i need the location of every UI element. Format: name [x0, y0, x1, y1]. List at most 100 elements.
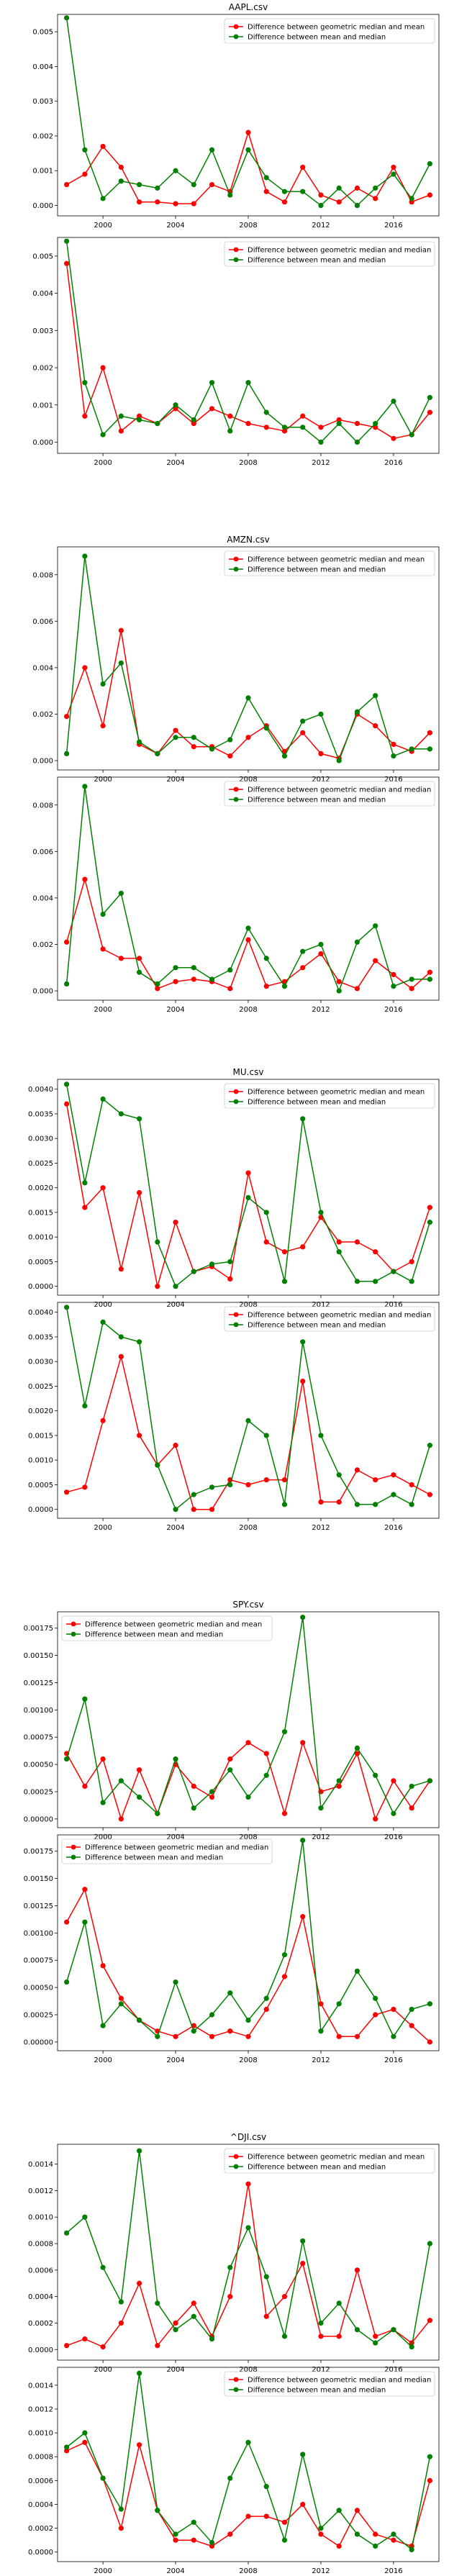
x-tick-label: 2016	[384, 222, 402, 230]
data-point	[427, 2477, 432, 2483]
data-point	[227, 2294, 233, 2300]
data-point	[64, 238, 70, 244]
legend: Difference between geometric median and …	[61, 1615, 273, 1641]
data-point	[354, 1751, 360, 1756]
data-point	[191, 1269, 196, 1274]
y-tick-label: 0.0015	[28, 1209, 53, 1217]
data-point	[64, 714, 70, 720]
data-point	[281, 189, 288, 194]
data-point	[118, 2506, 124, 2512]
y-tick-label: 0.0040	[28, 1086, 53, 1094]
data-point	[354, 202, 360, 209]
data-point	[318, 1499, 324, 1505]
y-tick-label: 0.00100	[24, 1707, 53, 1715]
data-point	[281, 1810, 288, 1816]
legend-box	[224, 241, 435, 267]
chart-title: SPY.csv	[232, 1600, 263, 1610]
legend-marker	[233, 1089, 239, 1094]
data-point	[318, 1433, 324, 1438]
data-point	[354, 2267, 360, 2273]
data-point	[281, 1477, 288, 1483]
data-point	[300, 948, 306, 954]
data-point	[318, 711, 324, 717]
data-point	[373, 2543, 378, 2549]
data-point	[118, 1353, 124, 1359]
data-point	[82, 1484, 88, 1490]
data-point	[300, 2238, 306, 2244]
chart-title: AAPL.csv	[229, 2, 268, 12]
y-tick-label: 0.004	[32, 664, 53, 672]
data-point	[373, 693, 378, 699]
data-point	[227, 2475, 233, 2481]
data-point	[209, 147, 215, 153]
y-tick-label: 0.0010	[28, 2214, 53, 2222]
data-point	[191, 2537, 196, 2543]
x-tick-label: 2004	[166, 459, 184, 467]
data-point	[373, 723, 378, 729]
data-point	[427, 1443, 432, 1448]
data-point	[318, 2334, 324, 2339]
data-point	[82, 171, 88, 177]
data-point	[209, 1789, 215, 1795]
y-tick-label: 0.008	[32, 802, 53, 809]
legend-label: Difference between geometric median and …	[248, 1312, 431, 1320]
legend-marker	[233, 786, 239, 792]
data-point	[82, 413, 88, 419]
data-point	[354, 939, 360, 945]
data-point	[300, 2501, 306, 2508]
y-tick-label: 0.000	[32, 988, 53, 996]
data-point	[64, 1101, 70, 1107]
data-point	[100, 946, 106, 952]
data-point	[300, 413, 306, 419]
data-point	[82, 2214, 88, 2220]
data-point	[173, 1756, 178, 1762]
data-point	[118, 1778, 124, 1784]
data-point	[373, 1249, 378, 1255]
y-tick-label: 0.0010	[28, 1234, 53, 1242]
data-point	[191, 2300, 196, 2306]
data-point	[245, 1794, 251, 1800]
y-tick-label: 0.0000	[28, 1283, 53, 1291]
y-tick-label: 0.0035	[28, 1333, 53, 1341]
y-tick-label: 0.000	[32, 439, 53, 447]
data-point	[82, 1205, 88, 1210]
x-tick-label: 2008	[239, 222, 257, 230]
data-point	[64, 750, 70, 756]
legend-label: Difference between mean and median	[85, 1854, 223, 1862]
data-point	[118, 627, 124, 633]
legend-marker	[233, 2154, 239, 2159]
data-point	[409, 2344, 414, 2350]
data-point	[318, 1805, 324, 1811]
data-point	[336, 2001, 342, 2007]
data-point	[391, 1492, 396, 1497]
data-point	[136, 413, 142, 419]
data-point	[263, 1239, 269, 1245]
data-point	[281, 425, 288, 430]
data-point	[155, 2300, 160, 2306]
data-point	[173, 2531, 178, 2537]
data-point	[336, 1472, 342, 1478]
data-point	[64, 1756, 70, 1762]
data-point	[427, 2039, 432, 2045]
x-tick-label: 2016	[384, 2056, 402, 2064]
y-tick-label: 0.0005	[28, 1482, 53, 1489]
x-tick-label: 2012	[312, 2056, 330, 2064]
data-point	[173, 979, 178, 984]
y-tick-label: 0.0020	[28, 1407, 53, 1415]
x-tick-label: 2008	[239, 2567, 257, 2575]
data-point	[191, 2519, 196, 2525]
y-tick-label: 0.0014	[28, 2161, 53, 2169]
data-point	[391, 1269, 396, 1274]
data-point	[82, 553, 88, 559]
data-point	[209, 1507, 215, 1513]
x-tick-label: 2004	[166, 1833, 184, 1841]
data-point	[245, 937, 251, 943]
data-point	[300, 1339, 306, 1345]
x-tick-label: 2000	[94, 1833, 112, 1841]
data-point	[336, 758, 342, 763]
data-point	[191, 417, 196, 423]
data-point	[118, 2299, 124, 2305]
y-tick-label: 0.0000	[28, 1506, 53, 1514]
legend-label: Difference between geometric median and …	[248, 786, 431, 794]
data-point	[245, 380, 251, 386]
